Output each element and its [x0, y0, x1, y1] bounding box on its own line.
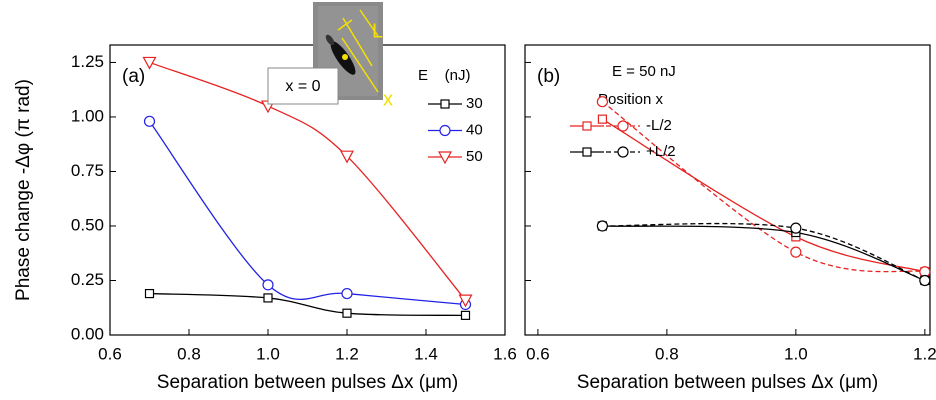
inset-length-label: L — [372, 20, 383, 42]
inset-arrow — [359, 9, 379, 37]
inset-blob — [325, 34, 335, 46]
marker-circle — [617, 120, 629, 132]
inset-dot — [342, 54, 348, 60]
x-tick-label: 0.8 — [177, 344, 201, 363]
legend-title: E = 50 nJ — [612, 63, 676, 80]
marker-circle — [790, 246, 802, 258]
x-tick-label: 1.0 — [256, 344, 280, 363]
marker-square — [597, 114, 607, 124]
inset-arrow — [341, 37, 379, 93]
y-tick-label: 1.25 — [71, 52, 104, 71]
inset-arrow — [337, 19, 353, 31]
legend-label: 50 — [466, 148, 483, 165]
legend-subtitle: Position x — [598, 91, 664, 108]
inset-box-label: x = 0 — [285, 78, 320, 95]
marker-triangle — [142, 56, 157, 70]
legend-title: E (nJ) — [418, 67, 471, 84]
marker-square — [582, 147, 592, 157]
inset-axis-label: x — [383, 88, 393, 110]
panel-label: (a) — [122, 66, 145, 87]
marker-circle — [262, 279, 274, 291]
x-tick-label: 1.4 — [414, 344, 438, 363]
marker-circle — [617, 146, 629, 158]
legend-label: +L/2 — [646, 143, 676, 160]
marker-circle — [143, 115, 156, 127]
marker-circle — [596, 96, 608, 108]
y-tick-label: 0.75 — [71, 161, 104, 180]
x-tick-label: 1.6 — [493, 344, 517, 363]
inset-arrow — [342, 17, 373, 67]
series-line — [149, 61, 467, 301]
legend-marker — [437, 151, 453, 165]
marker-square — [263, 293, 273, 303]
x-tick-label: 0.6 — [98, 344, 122, 363]
marker-circle — [790, 222, 802, 234]
series-line — [148, 120, 466, 306]
marker-square — [582, 121, 592, 131]
marker-square — [460, 310, 471, 320]
marker-circle — [596, 220, 608, 232]
marker-circle — [919, 274, 931, 287]
y-tick-label: 1.00 — [71, 106, 104, 125]
marker-triangle — [458, 294, 473, 308]
legend-label: -L/2 — [646, 117, 672, 134]
y-tick-label: 0.25 — [71, 270, 104, 289]
x-axis-title: Separation between pulses Δx (μm) — [577, 372, 878, 393]
x-tick-label: 1.2 — [335, 344, 359, 363]
panel-label: (b) — [537, 66, 560, 87]
legend-label: 30 — [466, 95, 483, 112]
series-line — [149, 292, 466, 317]
series-line — [601, 101, 925, 273]
marker-square — [342, 308, 352, 318]
y-tick-label: 0.00 — [71, 324, 104, 343]
plot-frame — [524, 44, 931, 336]
marker-triangle — [339, 150, 355, 164]
x-tick-label: 0.8 — [655, 344, 679, 363]
x-tick-label: 1.2 — [913, 344, 936, 363]
plot-frame — [109, 44, 506, 336]
legend-marker — [439, 124, 451, 137]
inset-box — [267, 67, 339, 105]
inset-image: L x x = 0 — [267, 2, 393, 110]
x-tick-label: 0.6 — [526, 344, 550, 363]
legend-label: 40 — [466, 121, 483, 138]
y-axis-title: Phase change -Δφ (π rad) — [13, 79, 34, 301]
series-line — [602, 225, 926, 282]
x-axis-title: Separation between pulses Δx (μm) — [157, 372, 458, 393]
y-tick-label: 0.50 — [71, 215, 104, 234]
marker-square — [144, 288, 155, 299]
marker-circle — [341, 287, 353, 300]
x-tick-label: 1.0 — [784, 344, 808, 363]
legend-marker — [440, 99, 450, 109]
